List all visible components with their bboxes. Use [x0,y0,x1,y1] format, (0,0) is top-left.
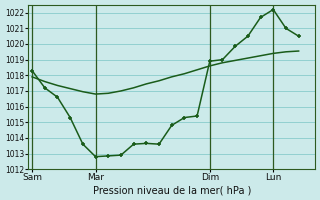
X-axis label: Pression niveau de la mer( hPa ): Pression niveau de la mer( hPa ) [92,185,251,195]
